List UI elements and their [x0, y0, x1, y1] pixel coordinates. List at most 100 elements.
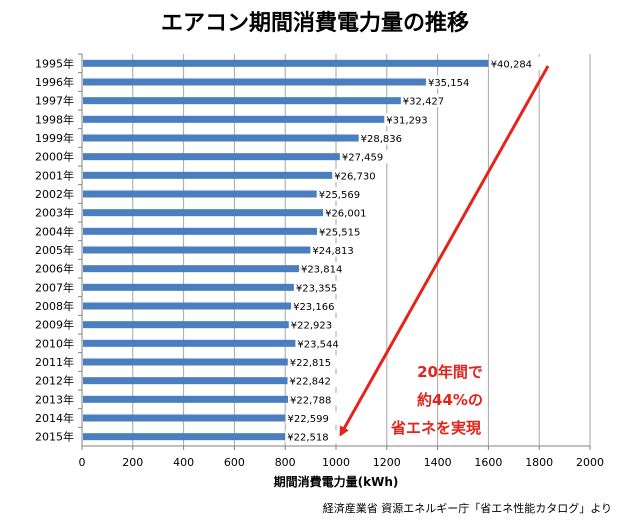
data-label-bg — [287, 355, 340, 369]
data-label: ¥28,836 — [361, 134, 402, 145]
x-tick-label: 1800 — [525, 456, 553, 469]
x-tick-label: 400 — [173, 456, 194, 469]
bar — [83, 246, 361, 254]
bar — [83, 265, 349, 273]
bar — [83, 433, 336, 441]
category-label: 2007年 — [35, 280, 74, 294]
data-label-bg — [310, 243, 363, 257]
data-label: ¥27,459 — [342, 153, 383, 164]
data-label: ¥22,518 — [287, 433, 328, 444]
data-label-bg — [384, 112, 437, 126]
category-label: 2015年 — [35, 430, 74, 444]
bar — [83, 302, 342, 310]
bar — [83, 115, 435, 123]
data-label: ¥22,815 — [290, 358, 331, 369]
data-label-bg — [400, 94, 453, 108]
x-tick-labels: 0 200 400 600 800 1000 1200 1400 1600 1800 2000 — [79, 446, 604, 469]
trend-arrow — [339, 65, 550, 437]
data-label: ¥22,599 — [287, 414, 328, 425]
bar — [83, 78, 476, 86]
category-label: 2014年 — [35, 411, 74, 425]
bar — [83, 134, 409, 142]
annotation-line-1: 20年間で — [417, 363, 483, 381]
data-label: ¥23,814 — [301, 265, 342, 276]
annotation-line-2: 約44%の — [417, 391, 483, 409]
x-tick-label: 0 — [79, 456, 86, 469]
x-tick-label: 1400 — [424, 456, 452, 469]
category-label: 2005年 — [35, 243, 74, 257]
data-label: ¥24,813 — [312, 246, 353, 257]
category-label: 1995年 — [35, 56, 74, 70]
bar — [83, 377, 338, 385]
category-labels: 1995年 1996年 1997年 1998年 1999年 2000年 2001年 2002年… — [35, 53, 82, 444]
annotation-line-3: 省エネを実現 — [390, 419, 481, 437]
category-label: 2013年 — [35, 392, 74, 406]
data-label: ¥26,730 — [334, 171, 375, 182]
category-label: 2009年 — [35, 318, 74, 332]
x-tick-label: 1600 — [474, 456, 502, 469]
data-label: ¥40,284 — [491, 59, 532, 70]
category-label: 2004年 — [35, 224, 74, 238]
category-label: 2003年 — [35, 206, 74, 220]
category-label: 2010年 — [35, 336, 74, 350]
bar — [83, 395, 339, 403]
category-label: 2012年 — [35, 374, 74, 388]
x-tick-label: 1200 — [373, 456, 401, 469]
bar — [83, 339, 346, 347]
data-label: ¥23,355 — [296, 283, 337, 294]
bar — [83, 227, 367, 235]
data-label-bg — [425, 75, 478, 89]
data-label-bg — [298, 262, 351, 276]
data-label: ¥22,842 — [290, 377, 331, 388]
category-label: 2008年 — [35, 299, 74, 313]
data-label-bg — [288, 318, 341, 332]
bar — [83, 59, 539, 67]
bar — [83, 321, 339, 329]
bar — [83, 97, 451, 105]
bar — [83, 153, 390, 161]
data-label: ¥32,427 — [403, 97, 444, 108]
data-label-bg — [339, 150, 392, 164]
data-label-bg — [293, 280, 346, 294]
bar — [83, 190, 367, 198]
data-label: ¥22,923 — [291, 321, 332, 332]
category-label: 1999年 — [35, 131, 74, 145]
category-label: 1996年 — [35, 75, 74, 89]
data-label: ¥26,001 — [325, 209, 366, 220]
source-note: 経済産業省 資源エネルギー庁「省エネ性能カタログ」より — [323, 501, 612, 515]
data-label-bg — [316, 187, 369, 201]
data-label-bg — [332, 168, 385, 182]
data-label: ¥25,569 — [319, 190, 360, 201]
data-label-bg — [295, 336, 348, 350]
bar — [83, 171, 383, 179]
data-label-bg — [285, 411, 338, 425]
category-label: 2000年 — [35, 150, 74, 164]
data-label: ¥25,515 — [319, 227, 360, 238]
category-label: 2006年 — [35, 262, 74, 276]
data-label-bg — [287, 374, 340, 388]
category-label: 1997年 — [35, 94, 74, 108]
category-label: 2002年 — [35, 187, 74, 201]
data-label-bg — [358, 131, 411, 145]
x-tick-label: 800 — [275, 456, 296, 469]
category-label: 2001年 — [35, 168, 74, 182]
bar — [83, 358, 338, 366]
data-label-bg — [316, 224, 369, 238]
data-label-bg — [288, 392, 341, 406]
data-label-bg — [323, 206, 376, 220]
data-label-bg — [291, 299, 344, 313]
data-label: ¥22,788 — [290, 395, 331, 406]
data-label: ¥35,154 — [428, 78, 469, 89]
bar — [83, 414, 336, 422]
x-tick-label: 200 — [122, 456, 143, 469]
category-label: 1998年 — [35, 112, 74, 126]
chart-title: エアコン期間消費電力量の推移 — [161, 10, 469, 36]
category-label: 2011年 — [35, 355, 74, 369]
bar — [83, 209, 374, 217]
bar — [83, 283, 344, 291]
bars — [83, 59, 539, 441]
x-tick-label: 2000 — [576, 456, 604, 469]
data-label: ¥23,544 — [297, 339, 338, 350]
data-labels: ¥40,284 ¥35,154 ¥32,427 ¥31,293 ¥28,836 ¥27,4… — [285, 56, 541, 444]
